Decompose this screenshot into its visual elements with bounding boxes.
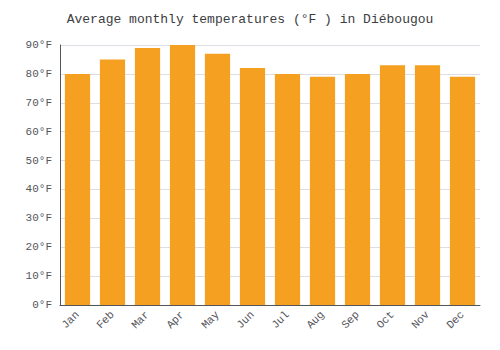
svg-text:30°F: 30°F — [26, 212, 52, 224]
svg-text:10°F: 10°F — [26, 270, 52, 282]
svg-text:40°F: 40°F — [26, 183, 52, 195]
svg-text:Sep: Sep — [339, 309, 361, 331]
svg-text:90°F: 90°F — [26, 39, 52, 51]
svg-text:0°F: 0°F — [32, 299, 52, 311]
svg-text:Average monthly temperatures (: Average monthly temperatures (°F ) in Di… — [67, 12, 434, 27]
svg-text:Oct: Oct — [374, 309, 396, 331]
svg-text:Jan: Jan — [59, 309, 81, 331]
svg-text:Feb: Feb — [94, 309, 116, 331]
svg-text:50°F: 50°F — [26, 155, 52, 167]
svg-text:Dec: Dec — [444, 309, 466, 331]
svg-text:70°F: 70°F — [26, 97, 52, 109]
svg-text:Aug: Aug — [304, 309, 326, 331]
svg-text:60°F: 60°F — [26, 126, 52, 138]
svg-text:Jul: Jul — [269, 309, 291, 331]
svg-text:Jun: Jun — [234, 309, 256, 331]
svg-text:80°F: 80°F — [26, 68, 52, 80]
svg-text:Mar: Mar — [129, 309, 151, 331]
svg-text:May: May — [199, 308, 222, 331]
svg-text:Apr: Apr — [164, 309, 186, 331]
svg-text:20°F: 20°F — [26, 241, 52, 253]
svg-text:Nov: Nov — [409, 308, 432, 331]
